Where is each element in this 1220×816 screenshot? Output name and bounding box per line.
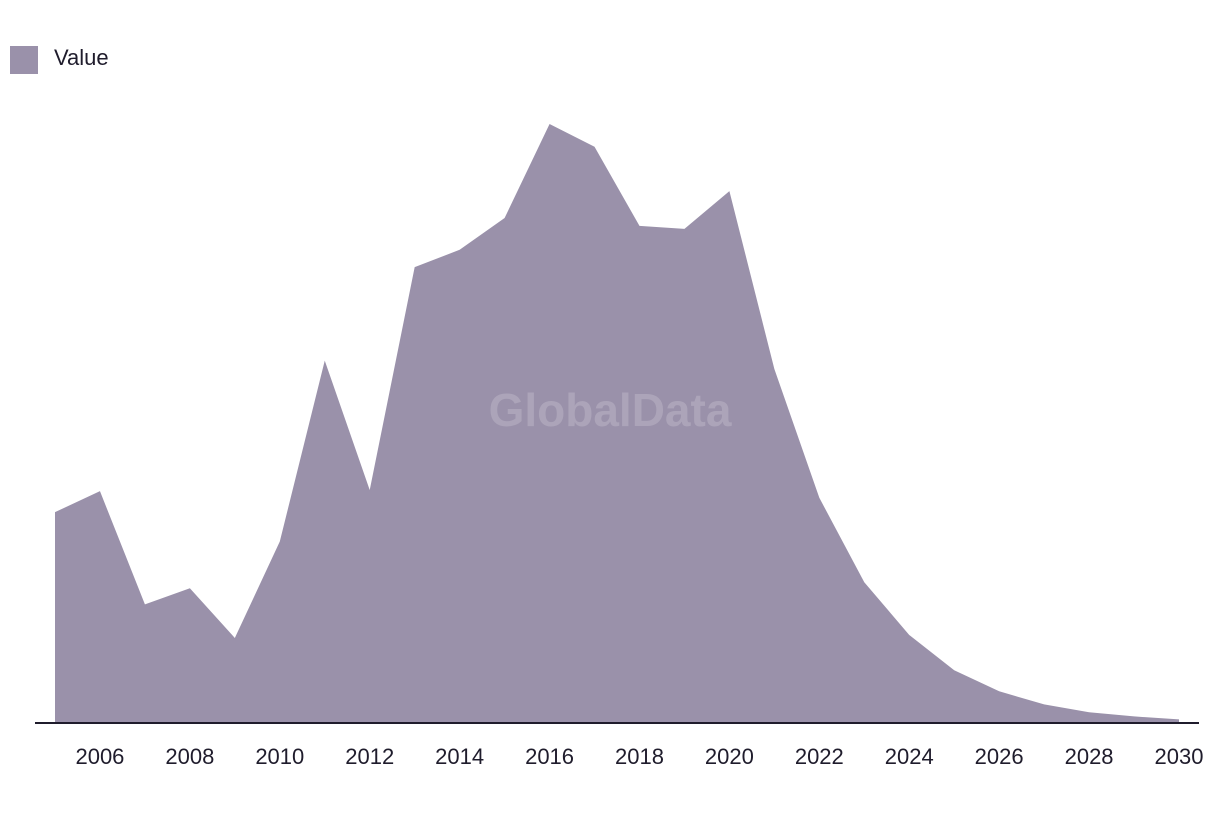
data-point-2022 [816,495,822,501]
data-point-2010 [277,539,283,545]
data-point-2018 [636,223,642,229]
area-series-0 [55,124,1179,723]
x-tick-label: 2018 [615,744,664,769]
data-point-2014 [457,247,463,253]
data-point-2028 [1086,709,1092,715]
data-point-2008 [187,585,193,591]
legend-label: Value [54,45,109,70]
data-point-2015 [502,215,508,221]
data-point-2025 [951,667,957,673]
data-point-2026 [996,688,1002,694]
x-tick-label: 2006 [75,744,124,769]
data-point-2007 [142,601,148,607]
data-point-2005 [52,509,58,515]
data-point-2021 [771,366,777,372]
data-point-2016 [547,121,553,127]
x-tick-label: 2008 [165,744,214,769]
data-point-2020 [726,188,732,194]
data-point-2027 [1041,701,1047,707]
data-point-2013 [412,264,418,270]
data-point-2006 [97,488,103,494]
plot-area [35,121,1199,724]
data-point-2029 [1131,713,1137,719]
x-tick-label: 2020 [705,744,754,769]
data-point-2030 [1176,716,1182,722]
x-tick-label: 2010 [255,744,304,769]
x-tick-label: 2024 [885,744,934,769]
x-tick-label: 2012 [345,744,394,769]
data-point-2019 [681,226,687,232]
data-point-2009 [232,635,238,641]
x-tick-label: 2016 [525,744,574,769]
data-point-2023 [861,579,867,585]
data-point-2012 [367,487,373,493]
x-tick-label: 2028 [1065,744,1114,769]
x-tick-label: 2026 [975,744,1024,769]
x-tick-label: 2022 [795,744,844,769]
x-tick-label: 2014 [435,744,484,769]
x-tick-label: 2030 [1155,744,1204,769]
data-point-2011 [322,358,328,364]
watermark: GlobalData [489,384,732,436]
data-point-2024 [906,632,912,638]
legend: Value [10,45,109,74]
data-point-2017 [592,144,598,150]
legend-swatch [10,46,38,74]
x-axis-ticks: 2006 2008 2010 2012 2014 2016 2018 2020 2022 2024… [75,744,1203,769]
